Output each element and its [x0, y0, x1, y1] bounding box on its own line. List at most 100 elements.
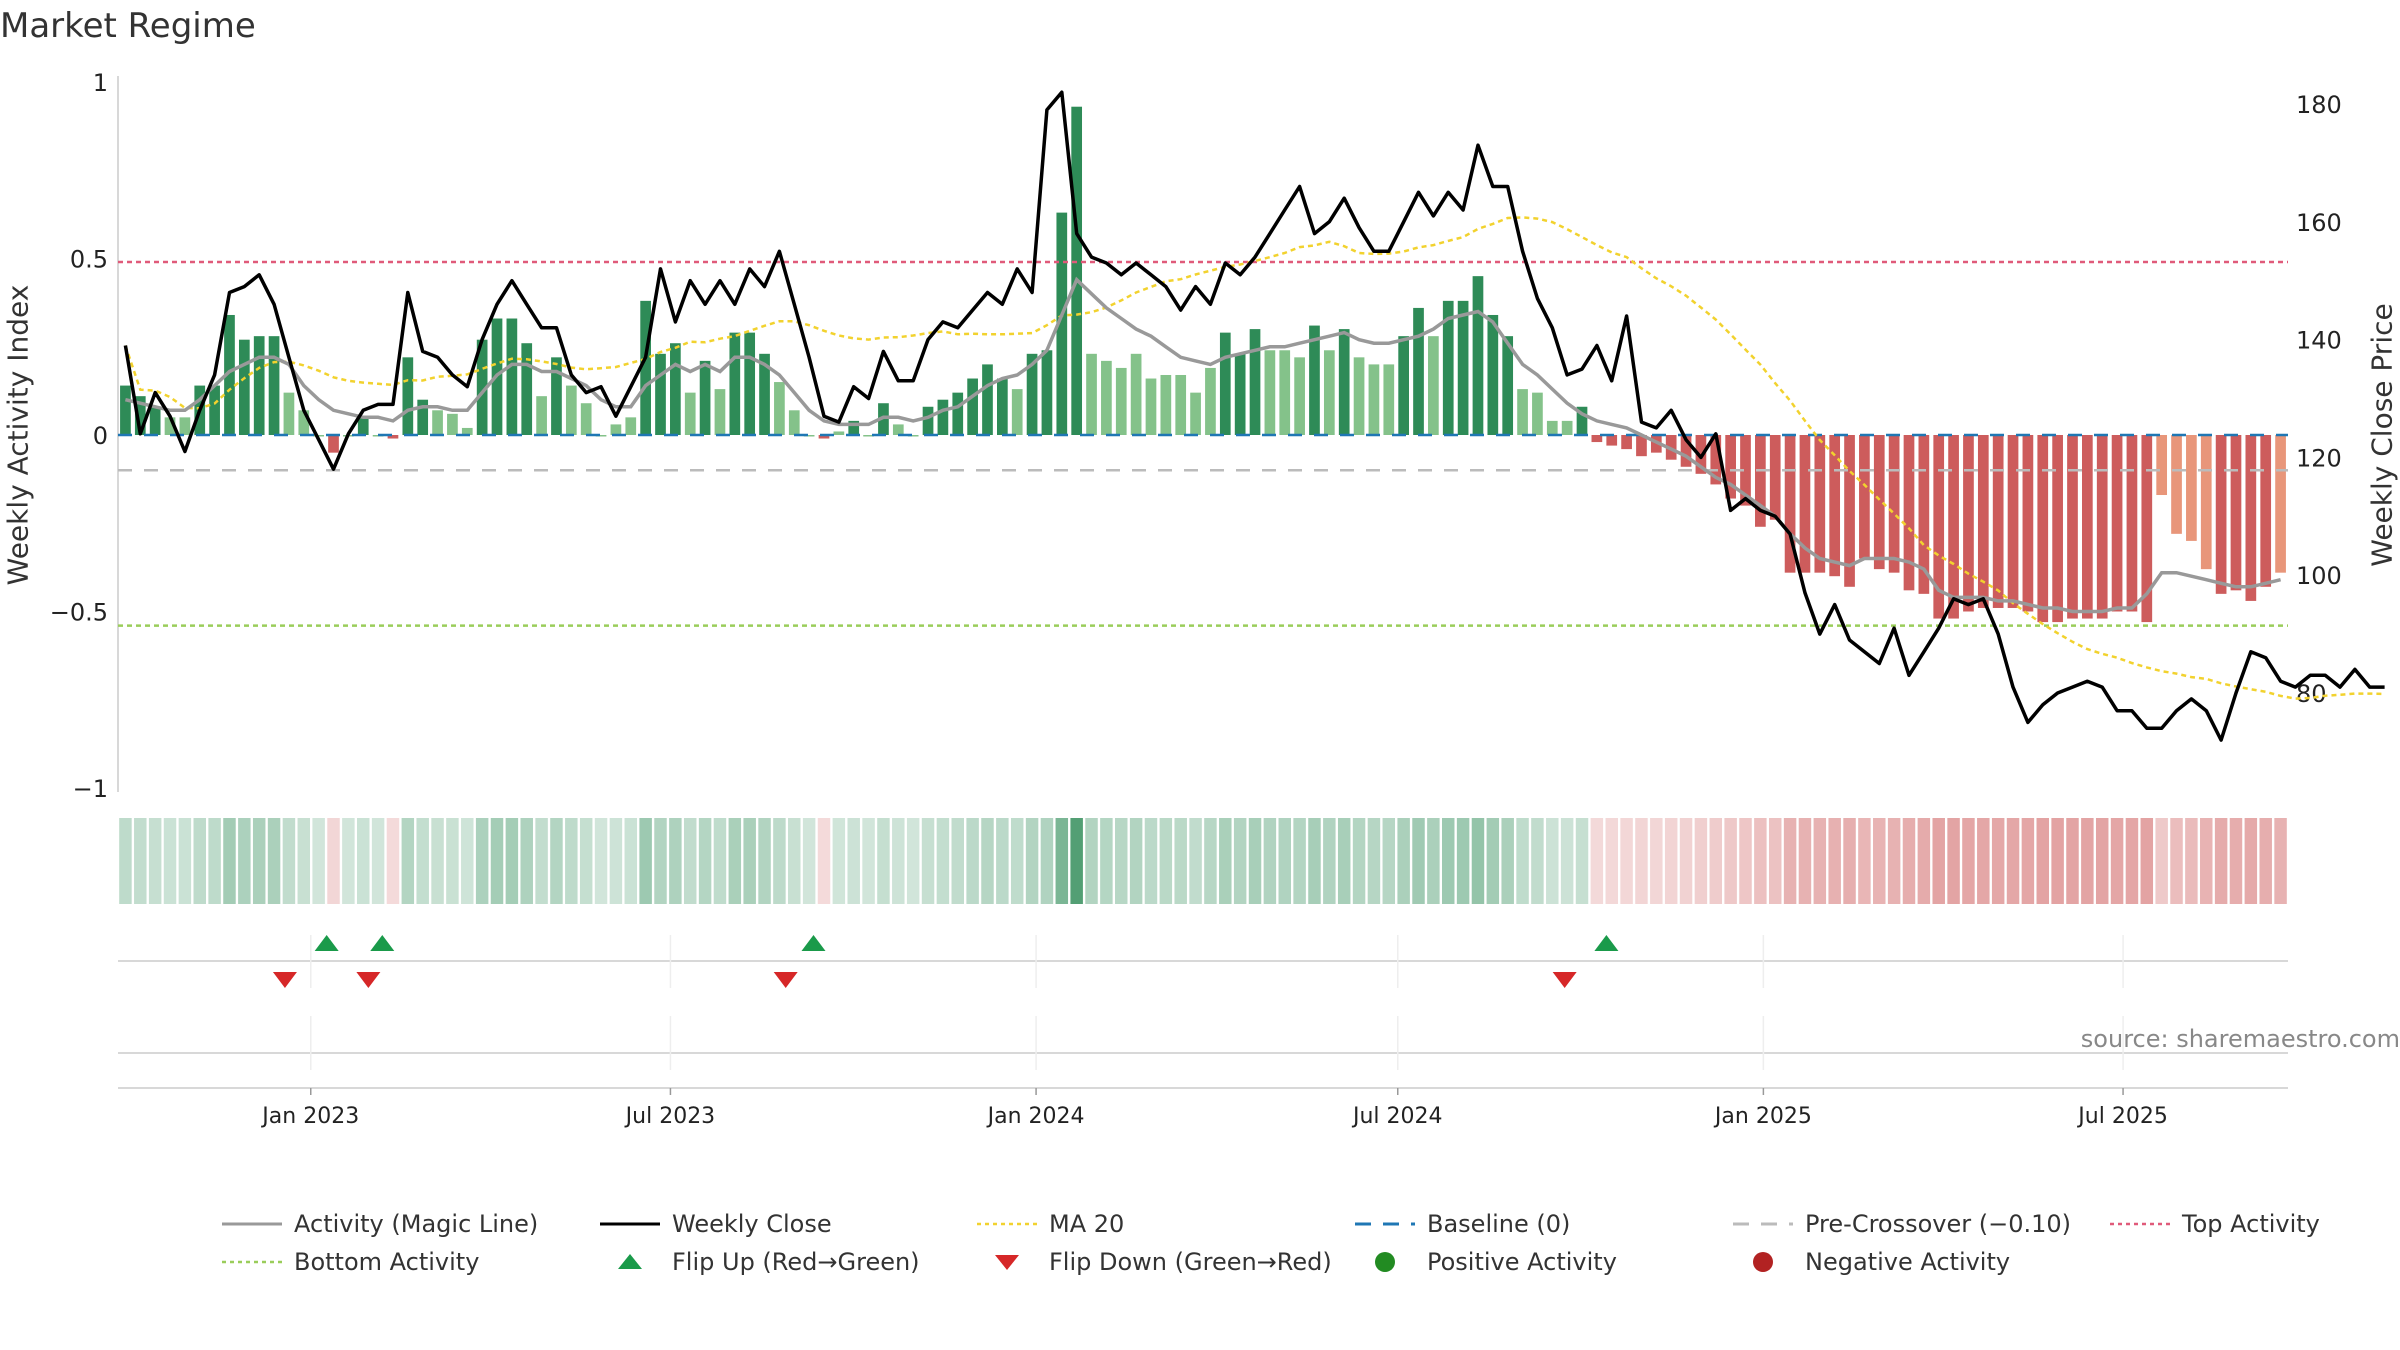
regime-cell: [1501, 818, 1514, 904]
activity-bar: [1502, 336, 1514, 435]
flip-down-marker: [356, 972, 381, 988]
regime-cell: [921, 818, 935, 904]
regime-cell: [832, 818, 846, 904]
activity-bar: [1383, 364, 1395, 435]
regime-cell: [892, 818, 905, 904]
regime-cell: [416, 818, 429, 904]
activity-bar: [120, 385, 131, 435]
activity-bar: [729, 332, 741, 435]
regime-cell: [981, 818, 994, 904]
x-axis: Jan 2023 Jul 2023 Jan 2024 Jul 2024 Jan 2025…: [118, 935, 2288, 1129]
activity-bar: [1472, 276, 1484, 435]
activity-bar: [1219, 332, 1231, 435]
regime-cell: [550, 818, 563, 904]
regime-cell: [683, 818, 697, 904]
regime-cell: [2125, 818, 2139, 904]
activity-bar: [551, 357, 562, 435]
activity-bar: [1992, 435, 2004, 608]
activity-bar: [788, 410, 800, 435]
magic-line: [124, 276, 2282, 614]
activity-bar: [1205, 367, 1216, 435]
activity-bar: [1071, 106, 1083, 436]
activity-bar: [1398, 336, 1410, 435]
activity-bar: [1264, 350, 1276, 435]
flip-down-marker: [773, 972, 798, 988]
regime-cell: [2021, 818, 2035, 904]
legend-label: Pre-Crossover (−0.10): [1805, 1210, 2072, 1238]
activity-bar: [432, 410, 443, 435]
activity-bar: [818, 435, 830, 439]
activity-bar: [1056, 212, 1068, 435]
regime-cell: [1575, 818, 1589, 904]
legend-label: Weekly Close: [672, 1210, 832, 1238]
activity-bar: [2052, 435, 2063, 623]
activity-bar: [536, 396, 547, 435]
regime-cell: [1367, 818, 1381, 904]
y-tick-right-label: 180: [2296, 91, 2342, 119]
flip-up-marker: [314, 935, 339, 951]
regime-cell: [208, 818, 221, 904]
regime-cell: [1144, 818, 1158, 904]
activity-bar: [2037, 435, 2049, 623]
activity-bar: [1353, 357, 1365, 435]
activity-bar: [1428, 336, 1439, 435]
regime-cell: [1679, 818, 1693, 904]
activity-bar: [164, 417, 176, 435]
activity-bar: [684, 392, 696, 435]
regime-cell: [371, 818, 385, 904]
regime-cell: [2259, 818, 2272, 904]
regime-cell: [1858, 818, 1871, 904]
regime-cell: [1932, 818, 1945, 904]
activity-bar: [744, 332, 756, 435]
activity-bar: [1977, 435, 1989, 608]
activity-bar: [2096, 435, 2108, 619]
regime-cell: [2200, 818, 2213, 904]
regime-cell: [1337, 818, 1351, 904]
activity-bar: [1294, 357, 1305, 435]
regime-cell: [535, 818, 548, 904]
regime-cell: [1739, 818, 1752, 904]
activity-bar: [2275, 435, 2286, 573]
activity-bar: [1933, 435, 1945, 619]
regime-cell: [1590, 818, 1604, 904]
activity-bar: [209, 385, 220, 435]
activity-bar: [952, 392, 964, 435]
regime-cell: [2036, 818, 2050, 904]
regime-cell: [252, 818, 266, 904]
regime-cell: [1486, 818, 1500, 904]
regime-cell: [1471, 818, 1485, 904]
activity-bar: [1234, 353, 1246, 435]
activity-bar: [1546, 420, 1558, 435]
regime-cell: [698, 818, 712, 904]
regime-cell: [238, 818, 251, 904]
activity-bar: [253, 336, 265, 435]
regime-cell: [936, 818, 950, 904]
line-dashed-gray-icon: [1733, 1214, 1793, 1234]
line-solid-gray-icon: [222, 1214, 282, 1234]
activity-bar: [1725, 435, 1736, 499]
activity-bar: [298, 410, 310, 435]
activity-bar: [1190, 392, 1201, 435]
activity-bar: [699, 360, 711, 435]
activity-bar: [1621, 435, 1632, 450]
regime-cell: [1219, 818, 1232, 904]
regime-cell: [565, 818, 578, 904]
activity-bar: [402, 357, 414, 435]
regime-cell: [1352, 818, 1366, 904]
activity-bar: [1309, 325, 1320, 435]
triangle-down-red-icon: [977, 1252, 1037, 1272]
activity-bar: [2260, 435, 2272, 587]
source-credit: source: sharemaestro.com: [2080, 1025, 2400, 1053]
activity-bar: [224, 314, 235, 435]
x-tick-label: Jul 2024: [1351, 1104, 1443, 1129]
activity-bar: [1948, 435, 1959, 619]
activity-bar: [1680, 435, 1692, 467]
regime-cell: [1783, 818, 1797, 904]
reference-lines: [118, 260, 2288, 627]
flip-up-marker: [370, 935, 395, 951]
regime-cell: [2229, 818, 2243, 904]
legend-label: Top Activity: [2182, 1210, 2320, 1238]
regime-cell: [1174, 818, 1187, 904]
regime-cell: [996, 818, 1009, 904]
regime-cell: [743, 818, 756, 904]
